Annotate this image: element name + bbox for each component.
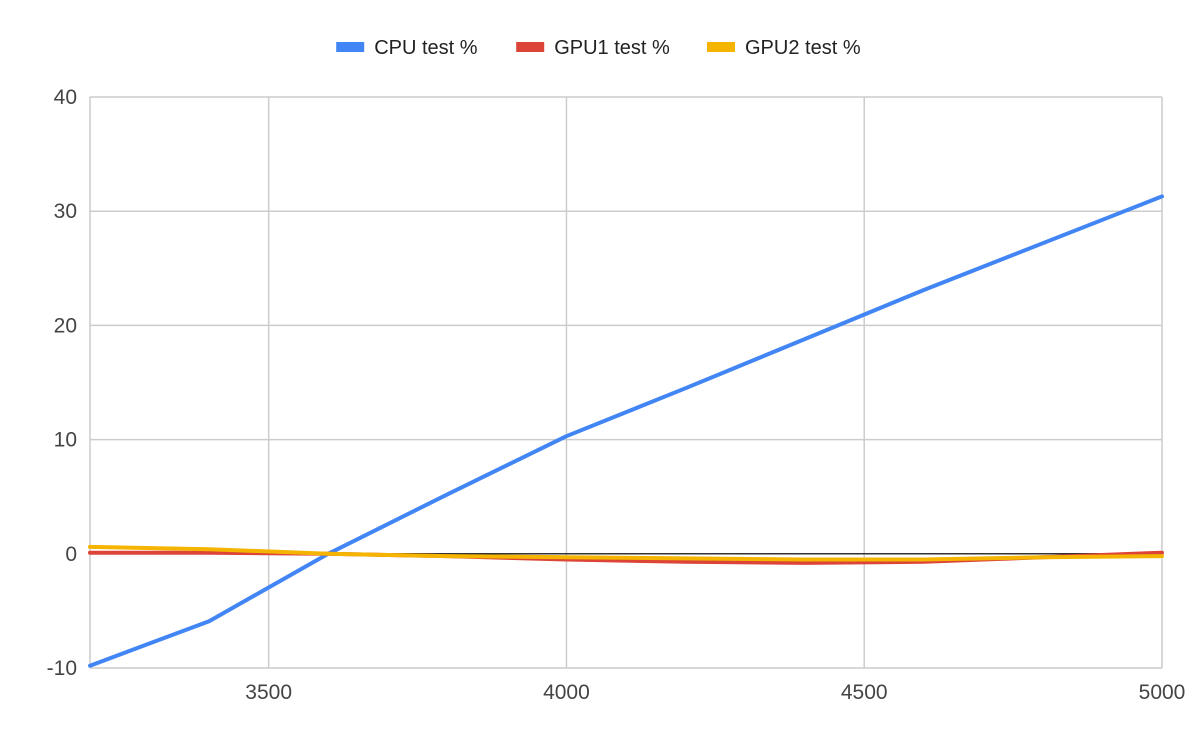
x-tick-label: 4000 xyxy=(543,681,590,704)
y-tick-label: 20 xyxy=(54,314,77,337)
legend-swatch xyxy=(336,42,365,52)
y-tick-label: 40 xyxy=(54,86,77,109)
legend-label: CPU test % xyxy=(374,37,478,59)
x-tick-label: 4500 xyxy=(841,681,888,704)
legend: CPU test % GPU1 test % GPU2 test % xyxy=(336,37,861,59)
y-tick-label: 0 xyxy=(65,543,77,566)
y-tick-label: 10 xyxy=(54,429,77,452)
series-line-1 xyxy=(88,194,1164,668)
series-line-3 xyxy=(88,544,1164,562)
legend-label: GPU1 test % xyxy=(554,37,670,59)
y-axis-ticks: -10 0 10 20 30 40 xyxy=(47,86,77,680)
y-tick-label: 30 xyxy=(54,200,77,223)
legend-swatch xyxy=(516,42,545,52)
x-axis-ticks: 3500 4000 4500 5000 xyxy=(245,681,1185,704)
y-tick-label: -10 xyxy=(47,657,77,680)
series-lines xyxy=(88,194,1164,668)
legend-swatch xyxy=(707,42,735,52)
x-tick-label: 5000 xyxy=(1139,681,1186,704)
grid xyxy=(89,96,1163,669)
x-tick-label: 3500 xyxy=(245,681,292,704)
legend-label: GPU2 test % xyxy=(745,37,861,59)
